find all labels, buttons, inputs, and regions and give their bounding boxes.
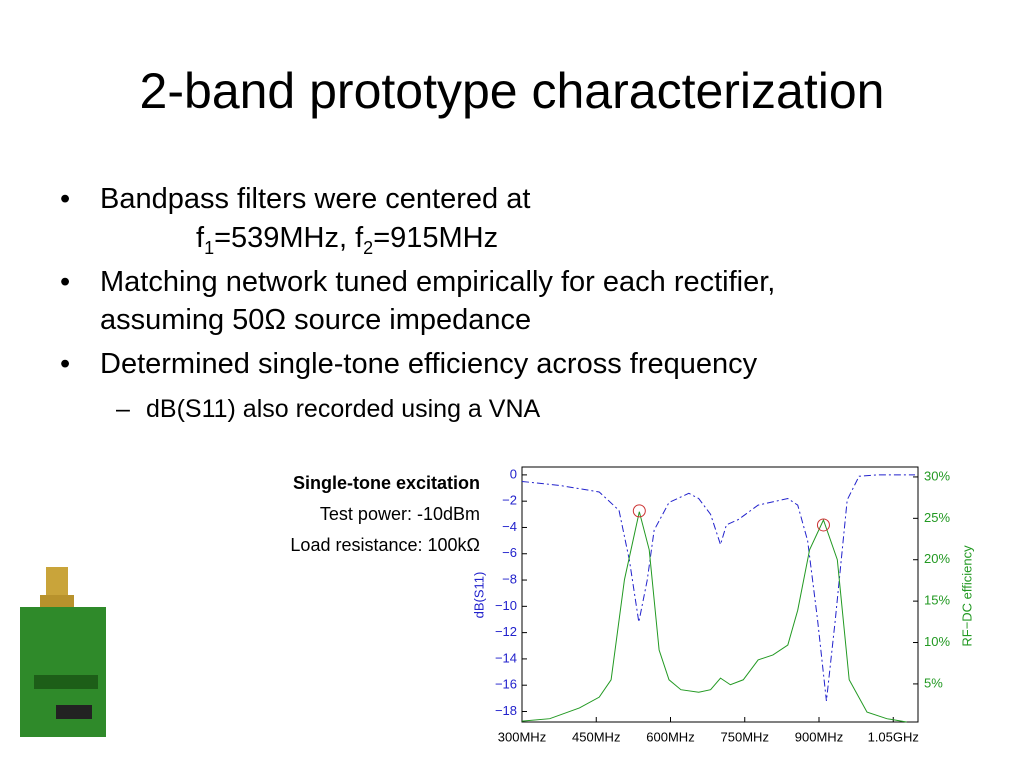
y-tick-label: −8 (502, 571, 517, 586)
sub-bullet-text: dB(S11) also recorded using a VNA (146, 395, 541, 423)
bullet-text: f1=539MHz, f2=915MHz (196, 222, 498, 259)
plot-frame (521, 466, 919, 723)
bullet-dot: • (60, 266, 71, 298)
y2-tick-label: 20% (924, 551, 950, 566)
y-tick-label: −14 (495, 650, 517, 665)
y-tick-label: −6 (502, 545, 517, 560)
annotation-line: Test power: -10dBm (319, 504, 480, 524)
y2-tick-label: 30% (924, 468, 950, 483)
x-tick-label: 600MHz (646, 729, 694, 744)
y2-tick-label: 25% (924, 510, 950, 525)
bullet-text: Bandpass filters were centered at (100, 183, 531, 215)
bullet-text: assuming 50Ω source impedance (100, 304, 532, 336)
sub-bullet-dash: – (116, 395, 130, 423)
peak-marker (816, 518, 830, 532)
series-line (521, 511, 907, 723)
y-axis-label: dB(S11) (471, 572, 486, 619)
y-tick-label: −18 (495, 703, 517, 718)
x-tick-label: 450MHz (572, 729, 620, 744)
slide-title: 2-band prototype characterization (139, 63, 885, 119)
pcb-photo (20, 567, 106, 737)
y-tick-label: −10 (495, 598, 517, 613)
text: f (196, 222, 205, 254)
subscript: 2 (363, 237, 374, 258)
y2-tick-label: 15% (924, 593, 950, 608)
y2-tick-label: 5% (924, 675, 943, 690)
y2-axis-label: RF−DC efficiency (959, 545, 974, 647)
subscript: 1 (204, 237, 215, 258)
sma-base (40, 595, 74, 607)
bullet-dot: • (60, 183, 71, 215)
text: =915MHz (373, 222, 499, 254)
x-tick-label: 1.05GHz (868, 729, 919, 744)
y-tick-label: −4 (502, 519, 517, 534)
annotation-line: Load resistance: 100kΩ (290, 535, 480, 555)
components (34, 675, 98, 689)
x-tick-label: 300MHz (498, 729, 546, 744)
series-line (521, 474, 916, 702)
annotation-heading: Single-tone excitation (292, 473, 480, 493)
header-pins (56, 705, 92, 719)
bullet-text: Matching network tuned empirically for e… (100, 266, 776, 298)
y-tick-label: 0 (510, 466, 517, 481)
x-tick-label: 900MHz (795, 729, 843, 744)
y-tick-label: −2 (502, 493, 517, 508)
bullet-text: Determined single-tone efficiency across… (100, 348, 758, 380)
y-tick-label: −16 (495, 677, 517, 692)
y-tick-label: −12 (495, 624, 517, 639)
sma-connector (46, 567, 68, 597)
peak-marker (632, 504, 646, 518)
y2-tick-label: 10% (924, 634, 950, 649)
text: =539MHz, f (214, 222, 364, 254)
x-tick-label: 750MHz (721, 729, 769, 744)
bullet-dot: • (60, 348, 71, 380)
